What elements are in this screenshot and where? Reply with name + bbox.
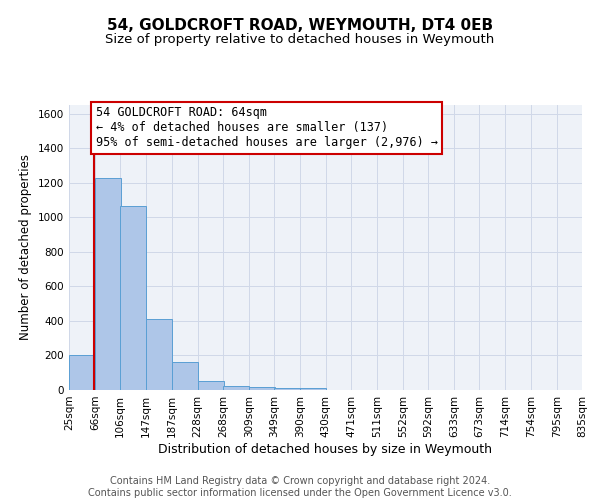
Bar — [69, 356, 95, 390]
X-axis label: Distribution of detached houses by size in Weymouth: Distribution of detached houses by size … — [158, 442, 493, 456]
Bar — [249, 388, 275, 390]
Bar — [223, 386, 249, 390]
Bar — [197, 380, 224, 390]
Text: 54, GOLDCROFT ROAD, WEYMOUTH, DT4 0EB: 54, GOLDCROFT ROAD, WEYMOUTH, DT4 0EB — [107, 18, 493, 32]
Bar — [172, 362, 197, 390]
Bar — [274, 388, 300, 390]
Text: Contains HM Land Registry data © Crown copyright and database right 2024.
Contai: Contains HM Land Registry data © Crown c… — [88, 476, 512, 498]
Bar — [146, 319, 172, 390]
Text: Size of property relative to detached houses in Weymouth: Size of property relative to detached ho… — [106, 32, 494, 46]
Y-axis label: Number of detached properties: Number of detached properties — [19, 154, 32, 340]
Bar — [95, 178, 121, 390]
Bar — [120, 206, 146, 390]
Bar — [300, 388, 326, 390]
Text: 54 GOLDCROFT ROAD: 64sqm
← 4% of detached houses are smaller (137)
95% of semi-d: 54 GOLDCROFT ROAD: 64sqm ← 4% of detache… — [95, 106, 437, 150]
